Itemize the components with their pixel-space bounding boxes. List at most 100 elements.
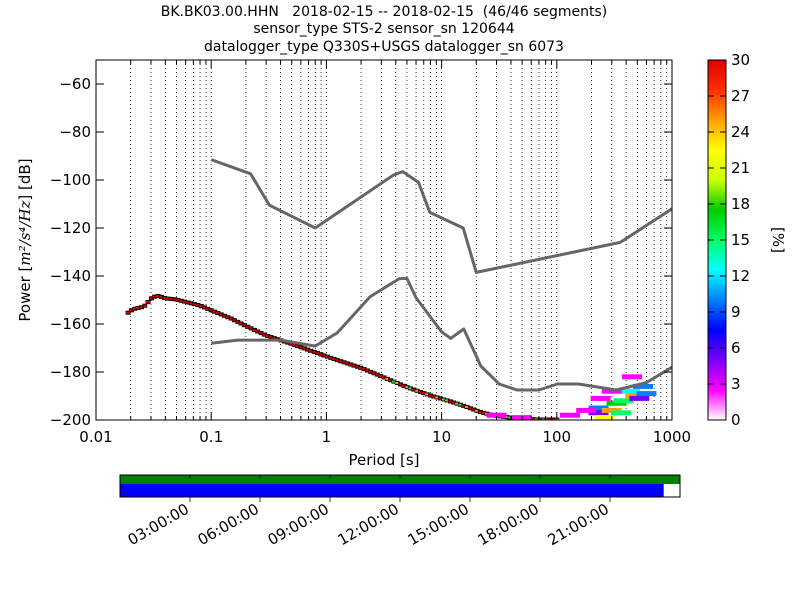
psd-cell bbox=[465, 406, 470, 409]
psd-cell bbox=[415, 389, 420, 392]
psd-cell bbox=[146, 301, 151, 304]
psd-cell bbox=[428, 394, 433, 397]
y-axis-label-suffix: ] [dB] bbox=[16, 158, 34, 200]
timeline-tick-label: 03:00:00 bbox=[125, 500, 192, 549]
psd-cell bbox=[385, 377, 390, 380]
psd-cell bbox=[225, 316, 230, 319]
psd-cell bbox=[335, 359, 340, 362]
x-tick-label: 100 bbox=[542, 428, 571, 446]
psd-cell bbox=[195, 303, 200, 306]
psd-cell bbox=[544, 418, 549, 420]
noise-models bbox=[210, 158, 672, 392]
psd-cell bbox=[205, 307, 210, 310]
psd-cell bbox=[242, 324, 247, 327]
psd-cell bbox=[441, 398, 446, 401]
x-tick-label: 0.01 bbox=[79, 428, 112, 446]
psd-cell bbox=[182, 300, 187, 303]
psd-cell bbox=[308, 349, 313, 352]
psd-cell bbox=[478, 411, 483, 414]
psd-cell bbox=[381, 376, 386, 379]
psd-cell bbox=[259, 332, 264, 335]
psd-cell bbox=[219, 313, 224, 316]
psd-cell bbox=[355, 365, 360, 368]
psd-cell bbox=[136, 306, 141, 309]
psd-cell bbox=[249, 327, 254, 330]
psd-cell bbox=[358, 366, 363, 369]
timeline-bottom-bar bbox=[120, 484, 664, 497]
colorbar-label: [%] bbox=[769, 227, 787, 253]
psd-cell bbox=[504, 416, 509, 419]
psd-cell bbox=[192, 303, 197, 306]
psd-cell bbox=[209, 309, 214, 312]
colorbar-tick-label: 27 bbox=[731, 87, 750, 105]
psd-cell bbox=[342, 361, 347, 364]
y-tick-label: −160 bbox=[50, 315, 91, 333]
psd-cell bbox=[322, 354, 327, 357]
psd-cell bbox=[475, 409, 480, 412]
y-axis-label: Power [m²/s⁴/Hz] [dB] bbox=[16, 158, 34, 321]
psd-cell bbox=[169, 297, 174, 300]
psd-cell bbox=[431, 395, 436, 398]
title-line-1: BK.BK03.00.HHN 2018-02-15 -- 2018-02-15 … bbox=[161, 4, 607, 20]
psd-cell bbox=[471, 408, 476, 411]
y-tick-label: −80 bbox=[59, 123, 91, 141]
colorbar-tick-label: 6 bbox=[731, 339, 741, 357]
psd-cell bbox=[175, 298, 180, 301]
psd-cell bbox=[395, 382, 400, 385]
psd-cell bbox=[139, 306, 144, 309]
psd-cell bbox=[318, 353, 323, 356]
psd-cell bbox=[590, 395, 611, 401]
psd-cell bbox=[185, 301, 190, 304]
psd-cell bbox=[372, 372, 377, 375]
psd-cell bbox=[531, 418, 536, 420]
psd-cell bbox=[189, 302, 194, 305]
x-tick-label: 1000 bbox=[653, 428, 691, 446]
psd-cell bbox=[448, 400, 453, 403]
y-axis-label-prefix: Power [ bbox=[16, 266, 34, 322]
psd-cell bbox=[538, 418, 543, 420]
chart-title: BK.BK03.00.HHN 2018-02-15 -- 2018-02-15 … bbox=[161, 4, 607, 55]
psd-cell bbox=[156, 295, 161, 298]
psd-cell bbox=[235, 320, 240, 323]
timeline-tick-label: 21:00:00 bbox=[545, 500, 612, 549]
psd-cell bbox=[165, 297, 170, 300]
psd-cell bbox=[435, 396, 440, 399]
psd-cell bbox=[632, 383, 653, 389]
psd-cell bbox=[152, 295, 157, 298]
colorbar-tick-label: 18 bbox=[731, 195, 750, 213]
psd-cell bbox=[365, 369, 370, 372]
colorbar-tick-label: 15 bbox=[731, 231, 750, 249]
colorbar-tick-label: 3 bbox=[731, 375, 741, 393]
y-tick-label: −180 bbox=[50, 363, 91, 381]
y-tick-label: −60 bbox=[59, 75, 91, 93]
psd-cell bbox=[378, 375, 383, 378]
psd-cell bbox=[368, 370, 373, 373]
colorbar-tick-label: 30 bbox=[731, 51, 750, 69]
psd-cell bbox=[508, 416, 513, 419]
psd-cell bbox=[325, 355, 330, 358]
psd-cell bbox=[129, 309, 134, 312]
y-axis-label-units: m²/s⁴/Hz bbox=[16, 200, 34, 265]
timeline-tick-label: 09:00:00 bbox=[265, 500, 332, 549]
psd-cell bbox=[398, 383, 403, 386]
psd-cell bbox=[352, 364, 357, 367]
psd-cell bbox=[613, 398, 634, 404]
psd-cell bbox=[458, 403, 463, 406]
psd-cell bbox=[142, 304, 147, 307]
psd-cell bbox=[421, 392, 426, 395]
psd-cell bbox=[348, 363, 353, 366]
psd-cell bbox=[302, 347, 307, 350]
psd-cell bbox=[408, 387, 413, 390]
colorbar-tick-label: 21 bbox=[731, 159, 750, 177]
psd-cell bbox=[601, 388, 622, 394]
psd-cell bbox=[298, 346, 303, 349]
plot-background bbox=[96, 60, 672, 420]
psd-cell bbox=[534, 418, 539, 420]
colorbar-ticks: 0 3 6 9 12 15 18 21 24 27 30 bbox=[708, 51, 750, 429]
psd-cell bbox=[292, 343, 297, 346]
psd-cell bbox=[594, 415, 615, 420]
psd-cell bbox=[179, 299, 184, 302]
psd-cell bbox=[468, 407, 473, 410]
psd-cell bbox=[305, 348, 310, 351]
